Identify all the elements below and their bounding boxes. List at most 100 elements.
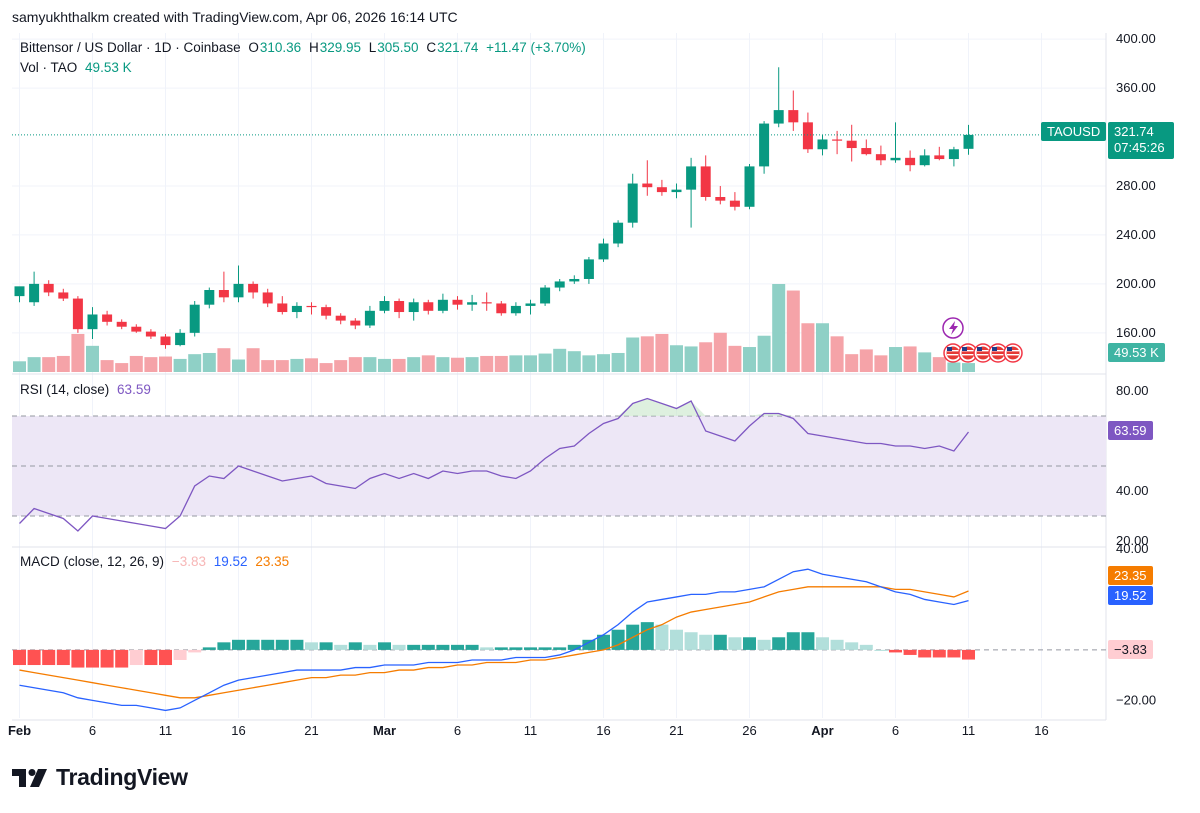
symbol-title[interactable]: Bittensor / US Dollar · 1D · Coinbase	[20, 40, 241, 55]
macd-histogram-bar	[699, 634, 713, 650]
macd-histogram-bar	[889, 649, 902, 653]
volume-bar	[421, 355, 435, 372]
volume-bar	[100, 360, 114, 372]
macd-histogram-bar	[874, 649, 888, 651]
flag-stripe	[977, 354, 989, 356]
volume-bar	[845, 354, 859, 372]
macd-histogram-bar	[217, 642, 231, 650]
volume-bar	[816, 323, 829, 372]
macd-signal-line	[19, 586, 969, 699]
price-tick-label: 240.00	[1116, 227, 1156, 242]
macd-histogram-bar	[407, 644, 421, 650]
x-tick-label: 11	[159, 723, 173, 738]
candle-body	[700, 166, 711, 197]
macd-histogram-bar	[451, 644, 464, 650]
candle-body	[102, 314, 113, 322]
volume-bar	[524, 355, 537, 372]
tradingview-logo[interactable]: TradingView	[12, 764, 188, 791]
macd-histogram-bar	[611, 629, 625, 650]
volume-label[interactable]: Vol · TAO	[20, 60, 78, 75]
tradingview-logo-text: TradingView	[56, 764, 188, 790]
close-label: C	[426, 40, 437, 55]
candle-body	[510, 305, 521, 314]
volume-bar	[480, 355, 494, 372]
symbol-badge[interactable]: TAOUSD	[1041, 122, 1107, 141]
volume-bar	[918, 352, 932, 372]
volume-bar	[392, 358, 406, 372]
candle-body	[686, 166, 697, 190]
volume-bar	[874, 355, 888, 372]
macd-histogram-bar	[436, 644, 450, 650]
close-value: 321.74	[437, 40, 479, 55]
candle-body	[262, 292, 273, 304]
volume-bar	[670, 345, 683, 372]
candle-body	[291, 305, 302, 313]
price-tick-label: 400.00	[1116, 31, 1156, 46]
macd-histogram-bar	[13, 649, 26, 666]
volume-bar	[567, 351, 581, 372]
flag-stripe	[947, 350, 959, 352]
macd-legend: MACD (close, 12, 26, 9) −3.83 19.52 23.3…	[20, 554, 293, 569]
volume-value: 49.53 K	[85, 60, 132, 75]
candle-body	[773, 110, 784, 124]
candle-body	[467, 302, 478, 305]
flag-stripe	[992, 350, 1004, 352]
volume-bar	[932, 357, 946, 372]
flag-stripe	[962, 350, 974, 352]
macd-histogram-bar	[728, 637, 742, 650]
volume-bar	[465, 357, 479, 372]
volume-bar	[903, 346, 917, 372]
volume-bar	[743, 347, 756, 372]
volume-bar	[159, 356, 172, 372]
volume-bar	[407, 357, 421, 372]
flag-stripe	[947, 354, 959, 356]
macd-histogram-bar	[305, 642, 318, 650]
volume-bar	[115, 363, 129, 372]
volume-bar	[261, 360, 275, 372]
open-label: O	[248, 40, 259, 55]
volume-bar	[129, 355, 143, 372]
macd-histogram-bar	[173, 649, 187, 660]
candle-body	[350, 320, 361, 326]
macd-histogram-bar	[100, 649, 114, 668]
us-flag-icon	[988, 343, 1008, 363]
macd-histogram-bar	[159, 649, 172, 666]
volume-badge: 49.53 K	[1108, 343, 1165, 362]
candle-body	[189, 304, 200, 333]
macd-histogram-bar	[524, 647, 537, 650]
volume-bar	[772, 284, 786, 372]
rsi-label[interactable]: RSI (14, close)	[20, 382, 110, 397]
macd-histogram-bar	[465, 644, 479, 650]
candle-body	[846, 140, 857, 149]
volume-bar	[290, 358, 304, 372]
volume-bar	[202, 352, 216, 372]
volume-bar	[538, 353, 552, 372]
flag-canton	[962, 347, 967, 351]
volume-bar	[86, 345, 99, 372]
price-tick-label: 360.00	[1116, 80, 1156, 95]
candle-body	[569, 278, 580, 282]
x-tick-label: Mar	[373, 723, 396, 738]
macd-histogram-bar	[334, 644, 348, 650]
x-tick-label: Feb	[8, 723, 31, 738]
hist-badge: −3.83	[1108, 640, 1153, 659]
volume-bar	[217, 348, 231, 372]
macd-histogram-bar	[290, 639, 304, 650]
volume-bar	[451, 357, 464, 372]
candle-body	[233, 283, 244, 298]
macd-histogram-bar	[918, 649, 932, 658]
candle-body	[204, 290, 215, 305]
candle-body	[890, 157, 901, 161]
x-tick-label: 16	[231, 723, 245, 738]
macd-histogram-bar	[232, 639, 245, 650]
volume-bar	[728, 345, 742, 372]
candle-body	[729, 200, 740, 207]
macd-histogram-bar	[56, 649, 70, 666]
candle-body	[58, 292, 69, 299]
price-tick-label: 200.00	[1116, 276, 1156, 291]
volume-bar	[801, 323, 815, 372]
macd-signal-value: 23.35	[255, 554, 290, 569]
high-value: 329.95	[319, 40, 361, 55]
macd-label[interactable]: MACD (close, 12, 26, 9)	[20, 554, 165, 569]
